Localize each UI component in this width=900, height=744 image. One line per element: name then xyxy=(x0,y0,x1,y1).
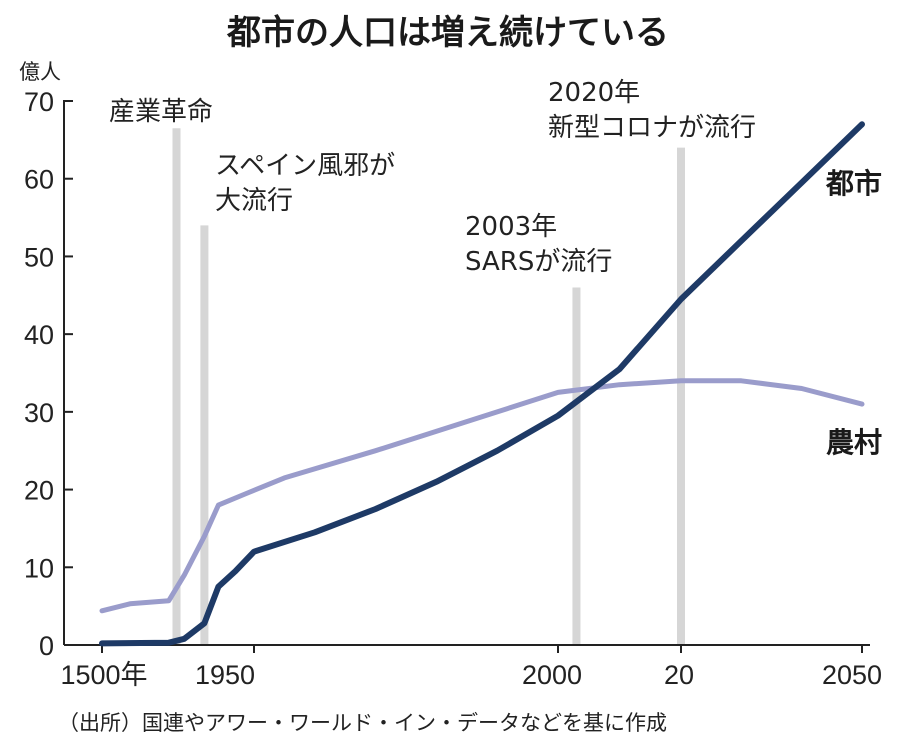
series-label: 都市 xyxy=(825,167,882,200)
series-line xyxy=(99,121,865,647)
chart-title: 都市の人口は増え続けている xyxy=(226,13,669,53)
x-tick-label: 20 xyxy=(664,660,694,690)
y-tick-label: 20 xyxy=(24,476,54,506)
event-label: 産業革命 xyxy=(109,97,213,127)
x-tick-label: 1950 xyxy=(195,660,255,690)
series-label: 農村 xyxy=(826,426,882,459)
event-label: スペイン風邪が xyxy=(215,151,395,181)
y-tick-label: 40 xyxy=(24,320,54,350)
series-lines xyxy=(99,121,865,647)
y-axis-unit: 億人 xyxy=(19,60,61,84)
event-label: 新型コロナが流行 xyxy=(548,113,756,143)
y-tick-label: 30 xyxy=(24,398,54,428)
event-label: 2020年 xyxy=(548,78,640,108)
source-note: （出所）国連やアワー・ワールド・イン・データなどを基に作成 xyxy=(58,711,667,735)
x-tick-label: 1500年 xyxy=(60,660,147,690)
series-line xyxy=(99,378,865,614)
axes: 0 10 20 30 40 50 60 70 1500年 1950 2000 20 2050 xyxy=(24,87,882,690)
event-label: 2003年 xyxy=(465,212,557,242)
x-tick-label: 2050 xyxy=(822,660,882,690)
y-tick-label: 50 xyxy=(24,242,54,272)
x-tick-label: 2000 xyxy=(522,660,582,690)
y-tick-label: 10 xyxy=(24,553,54,583)
event-label: SARSが流行 xyxy=(465,247,612,277)
y-tick-label: 70 xyxy=(24,87,54,117)
y-tick-label: 0 xyxy=(39,631,54,661)
event-label: 大流行 xyxy=(215,186,293,216)
y-tick-label: 60 xyxy=(24,165,54,195)
